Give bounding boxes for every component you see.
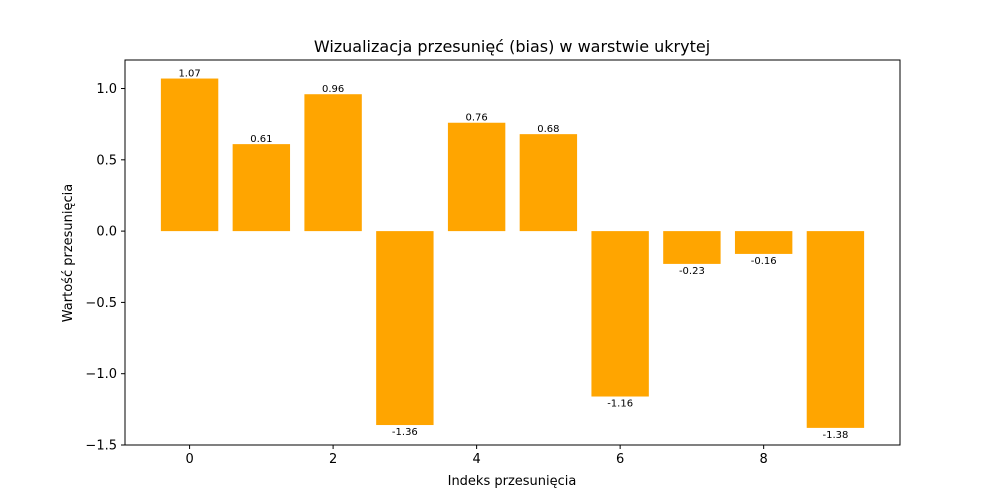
bar-8 xyxy=(734,231,793,254)
data-label-2: 0.96 xyxy=(322,84,344,95)
data-label-1: 0.61 xyxy=(250,134,272,145)
bar-6 xyxy=(591,231,649,397)
y-axis-ticks: 1.0 0.5 0.0 −0.5 −1.0 −1.5 xyxy=(85,82,125,454)
bar-0 xyxy=(160,78,219,232)
data-label-5: 0.68 xyxy=(537,124,559,135)
data-label-7: -0.23 xyxy=(679,266,705,277)
data-label-4: 0.76 xyxy=(465,113,487,124)
data-label-0: 1.07 xyxy=(178,69,200,80)
y-tick-label-5: −1.5 xyxy=(85,439,117,454)
bar-1 xyxy=(232,144,291,232)
y-axis-label: Wartość przesunięcia xyxy=(61,184,76,322)
y-tick-label-3: −0.5 xyxy=(85,296,117,311)
bar-7 xyxy=(663,231,721,264)
y-tick-label-0: 1.0 xyxy=(96,82,117,97)
x-tick-label-1: 2 xyxy=(329,452,337,467)
data-label-9: -1.38 xyxy=(822,430,848,441)
chart-title: Wizualizacja przesunięć (bias) w warstwi… xyxy=(314,37,710,56)
x-axis-label: Indeks przesunięcia xyxy=(448,474,577,489)
data-label-6: -1.16 xyxy=(607,399,633,410)
y-tick-label-4: −1.0 xyxy=(85,367,117,382)
x-axis-ticks: 0 2 4 6 8 xyxy=(185,445,768,467)
data-label-3: -1.36 xyxy=(392,427,418,438)
data-label-8: -0.16 xyxy=(751,256,777,267)
data-labels-group: 1.07 0.61 0.96 -1.36 0.76 0.68 -1.16 -0.23 -0.16… xyxy=(178,69,848,441)
x-tick-label-2: 4 xyxy=(472,452,480,467)
bar-5 xyxy=(519,134,578,232)
y-tick-label-2: 0.0 xyxy=(96,225,117,240)
x-tick-label-4: 8 xyxy=(760,452,768,467)
x-tick-label-0: 0 xyxy=(185,452,193,467)
bar-9 xyxy=(806,231,865,428)
bar-3 xyxy=(376,231,434,426)
bars-group xyxy=(160,78,865,428)
y-tick-label-1: 0.5 xyxy=(96,153,117,168)
x-tick-label-3: 6 xyxy=(616,452,624,467)
plot-frame xyxy=(124,59,901,446)
bar-2 xyxy=(304,94,362,232)
bar-4 xyxy=(447,122,506,232)
